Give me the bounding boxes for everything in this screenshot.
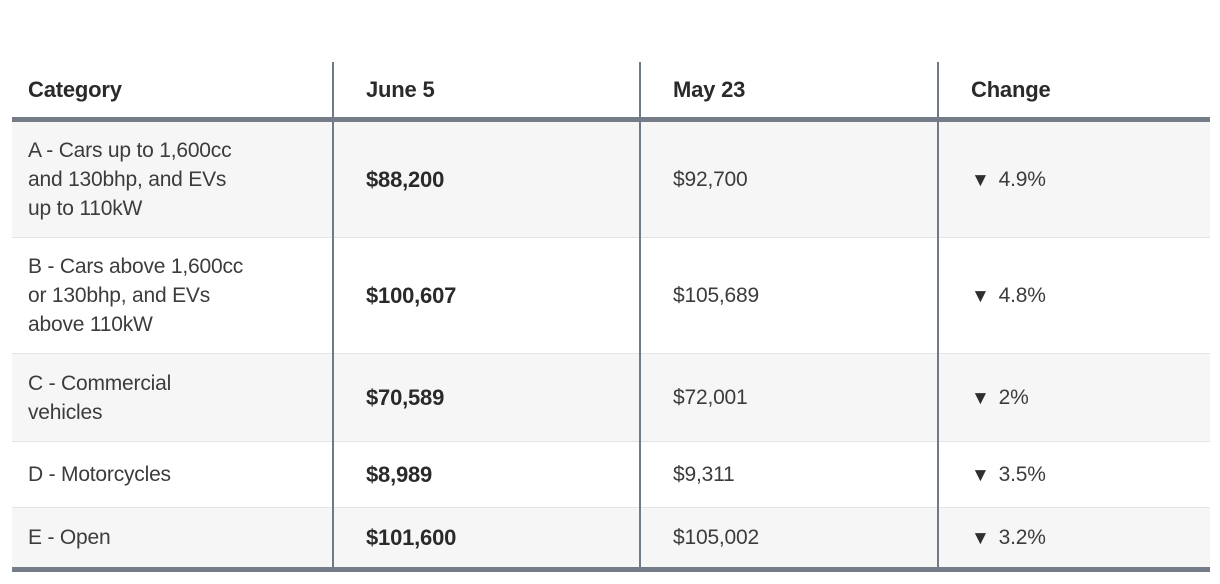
category-cell: D - Motorcycles — [12, 442, 333, 508]
change-cell: ▼ 4.9% — [937, 119, 1210, 238]
down-triangle-icon: ▼ — [971, 527, 990, 549]
change-cell: ▼ 3.5% — [937, 441, 1210, 508]
header-category: Category — [12, 62, 333, 120]
june5-price: $88,200 — [366, 166, 445, 192]
may23-price-cell: $92,700 — [639, 119, 938, 238]
june5-price-cell: $88,200 — [332, 119, 640, 238]
category-label: B - Cars above 1,600cc or 130bhp, and EV… — [28, 255, 244, 336]
june5-price: $100,607 — [366, 282, 457, 308]
header-may23: May 23 — [639, 62, 938, 120]
table-row-category-c: C - Commercial vehicles $70,589 $72,001 … — [12, 353, 1210, 442]
change-cell: ▼ 4.8% — [937, 237, 1210, 354]
category-label: D - Motorcycles — [28, 463, 171, 486]
change-value: 4.8% — [998, 283, 1046, 307]
header-change: Change — [937, 62, 1210, 120]
change-value: 3.2% — [998, 525, 1046, 549]
june5-price-cell: $70,589 — [332, 353, 640, 442]
down-triangle-icon: ▼ — [971, 387, 990, 409]
down-triangle-icon: ▼ — [971, 464, 990, 486]
category-cell: C - Commercial vehicles — [12, 354, 333, 442]
table-row-category-a: A - Cars up to 1,600cc and 130bhp, and E… — [12, 119, 1210, 238]
change-value: 3.5% — [998, 462, 1046, 486]
category-label: A - Cars up to 1,600cc and 130bhp, and E… — [28, 139, 232, 220]
may23-price: $9,311 — [673, 463, 735, 486]
may23-price-cell: $72,001 — [639, 353, 938, 442]
table-row-category-b: B - Cars above 1,600cc or 130bhp, and EV… — [12, 237, 1210, 354]
june5-price-cell: $100,607 — [332, 237, 640, 354]
table-body: A - Cars up to 1,600cc and 130bhp, and E… — [12, 119, 1210, 570]
may23-price: $105,689 — [673, 284, 759, 307]
category-label: C - Commercial vehicles — [28, 371, 172, 424]
header-june5: June 5 — [332, 62, 640, 120]
header-row: Category June 5 May 23 Change — [12, 62, 1210, 120]
table-row-category-e: E - Open $101,600 $105,002 ▼ 3.2% — [12, 507, 1210, 570]
change-value: 4.9% — [998, 167, 1046, 191]
may23-price: $105,002 — [673, 526, 759, 549]
coe-price-table-container: Category June 5 May 23 Change A - Cars u… — [12, 62, 1210, 572]
may23-price-cell: $105,002 — [639, 507, 938, 570]
change-cell: ▼ 2% — [937, 353, 1210, 442]
category-cell: E - Open — [12, 508, 333, 570]
change-value: 2% — [998, 385, 1029, 409]
table-row-category-d: D - Motorcycles $8,989 $9,311 ▼ 3.5% — [12, 441, 1210, 508]
june5-price: $101,600 — [366, 524, 457, 550]
category-cell: B - Cars above 1,600cc or 130bhp, and EV… — [12, 238, 333, 354]
table-header: Category June 5 May 23 Change — [12, 62, 1210, 120]
category-cell: A - Cars up to 1,600cc and 130bhp, and E… — [12, 120, 333, 238]
category-label: E - Open — [28, 526, 111, 549]
may23-price: $92,700 — [673, 168, 748, 191]
june5-price: $70,589 — [366, 384, 445, 410]
may23-price-cell: $105,689 — [639, 237, 938, 354]
may23-price-cell: $9,311 — [639, 441, 938, 508]
change-cell: ▼ 3.2% — [937, 507, 1210, 570]
down-triangle-icon: ▼ — [971, 169, 990, 191]
june5-price-cell: $101,600 — [332, 507, 640, 570]
down-triangle-icon: ▼ — [971, 285, 990, 307]
coe-price-table: Category June 5 May 23 Change A - Cars u… — [12, 62, 1210, 572]
june5-price-cell: $8,989 — [332, 441, 640, 508]
may23-price: $72,001 — [673, 386, 748, 409]
june5-price: $8,989 — [366, 461, 433, 487]
